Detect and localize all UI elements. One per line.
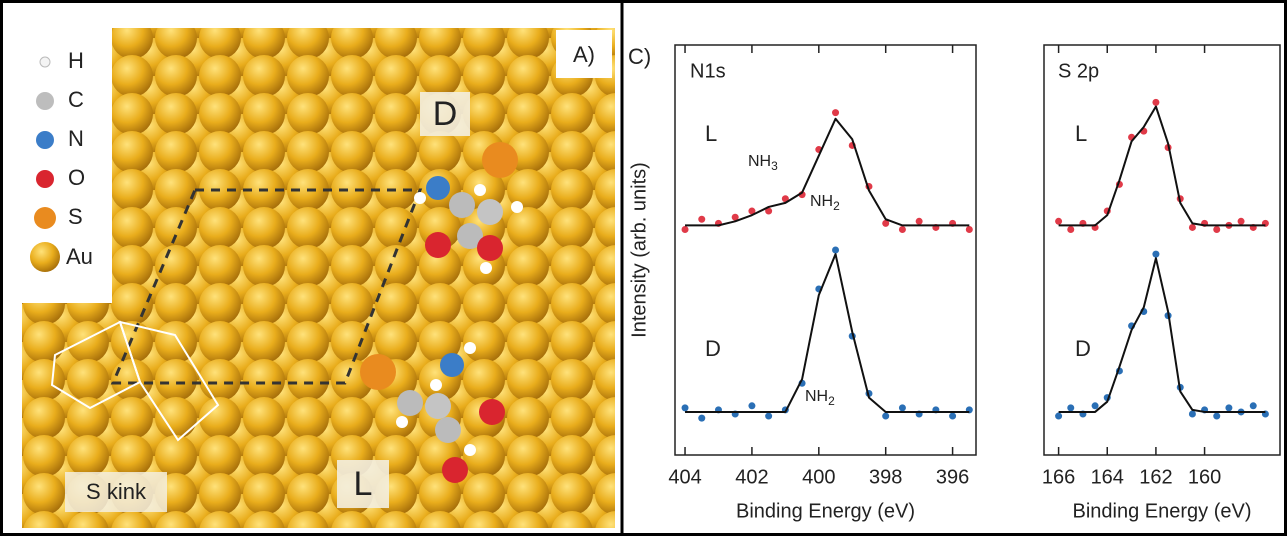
data-point [698, 414, 706, 422]
data-point [1213, 412, 1221, 420]
x-axis-label: Binding Energy (eV) [1073, 500, 1252, 522]
legend-label: N [68, 126, 84, 151]
data-point [1152, 98, 1160, 106]
data-point [898, 404, 906, 412]
annotation: NH2 [810, 193, 840, 213]
data-point [1067, 404, 1075, 412]
molecule-l [360, 342, 505, 483]
data-point [781, 195, 789, 203]
panel-label: C) [628, 44, 651, 69]
data-point [1091, 402, 1099, 410]
annotation-text: NH [748, 153, 771, 170]
fit-curve [1058, 105, 1266, 227]
annotation-text: NH [805, 388, 828, 405]
panel-label: A) [573, 42, 595, 67]
fit-curve [685, 253, 970, 413]
annotation-text: NH [810, 193, 833, 210]
data-point [1225, 404, 1233, 412]
fit-curve [1058, 257, 1266, 413]
x-tick-label: 166 [1042, 466, 1075, 488]
data-point [949, 412, 957, 420]
data-point [832, 109, 840, 117]
series-label: L [705, 121, 717, 146]
series-label: D [705, 336, 721, 361]
chart-title: S 2p [1058, 60, 1099, 82]
y-axis-label: Intensity (arb. units) [628, 162, 650, 338]
series-label: L [1075, 121, 1087, 146]
surface-image [22, 28, 615, 528]
annotation: NH3 [748, 153, 778, 173]
data-point [1055, 412, 1063, 420]
annotation-sub: 2 [828, 394, 835, 408]
data-point [1249, 402, 1257, 410]
x-axis-label: Binding Energy (eV) [736, 500, 915, 522]
x-tick-label: 398 [869, 466, 902, 488]
data-point [1188, 410, 1196, 418]
data-point [1152, 250, 1160, 258]
data-point [882, 412, 890, 420]
data-point [965, 226, 973, 233]
x-tick-label: 396 [936, 466, 969, 488]
kink-label: S kink [86, 479, 147, 504]
data-point [765, 412, 773, 420]
annotation: NH2 [805, 388, 835, 408]
x-tick-label: 160 [1188, 466, 1221, 488]
data-point [915, 217, 923, 225]
data-point [748, 402, 756, 410]
fit-curve [685, 117, 970, 227]
legend-label: H [68, 48, 84, 73]
annotation-sub: 2 [833, 199, 840, 213]
annotation-sub: 3 [771, 159, 778, 173]
x-tick-label: 162 [1139, 466, 1172, 488]
data-point [748, 207, 756, 215]
x-tick-label: 404 [668, 466, 701, 488]
data-point [681, 404, 689, 412]
x-tick-label: 400 [802, 466, 835, 488]
series-label: D [1075, 336, 1091, 361]
chart-title: N1s [690, 60, 726, 82]
data-point [731, 213, 739, 221]
enantiomer-label: D [433, 95, 458, 133]
data-point [1055, 217, 1063, 225]
molecule-d [414, 142, 523, 274]
legend-label: S [68, 204, 83, 229]
plot-frame [1043, 44, 1281, 456]
enantiomer-label: L [354, 465, 373, 503]
atom-legend: H C N O S Au [30, 48, 93, 272]
data-point [765, 207, 773, 215]
data-point [1237, 217, 1245, 225]
legend-label: Au [66, 244, 93, 269]
plot-frame [674, 44, 977, 456]
x-tick-label: 164 [1091, 466, 1124, 488]
data-point [698, 215, 706, 223]
legend-label: C [68, 87, 84, 112]
x-tick-label: 402 [735, 466, 768, 488]
data-point [1188, 223, 1196, 231]
data-point [1067, 226, 1075, 233]
data-point [898, 226, 906, 233]
legend-label: O [68, 165, 85, 190]
data-point [882, 219, 890, 227]
data-point [1213, 226, 1221, 233]
data-point [832, 246, 840, 254]
data-point [681, 226, 689, 233]
